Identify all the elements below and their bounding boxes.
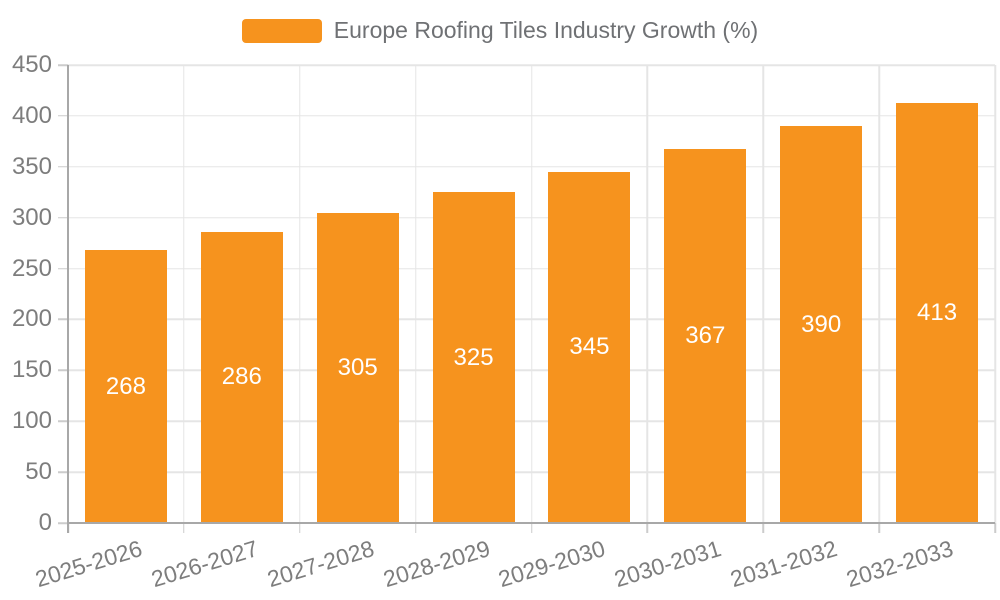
- x-tick: [530, 523, 533, 533]
- bar-value-label: 345: [569, 333, 610, 361]
- x-gridline: [994, 65, 996, 523]
- y-tick: [58, 471, 68, 473]
- y-axis-label: 100: [11, 407, 52, 435]
- legend-swatch-icon: [241, 18, 322, 43]
- y-axis-label: 300: [11, 203, 52, 231]
- y-axis-label: 200: [11, 305, 52, 333]
- x-gridline: [183, 65, 185, 523]
- y-tick: [58, 318, 68, 321]
- bar[interactable]: 286: [200, 231, 283, 523]
- y-axis-label: 0: [38, 509, 52, 536]
- y-axis-label: 450: [11, 51, 52, 78]
- y-tick: [58, 115, 68, 117]
- bar-value-label: 286: [221, 363, 262, 391]
- y-axis-line: [67, 65, 69, 533]
- bar[interactable]: 367: [664, 149, 747, 523]
- x-axis-label: 2028-2029: [379, 535, 493, 593]
- y-tick: [58, 420, 68, 422]
- x-tick: [299, 523, 301, 533]
- bar[interactable]: 305: [316, 212, 399, 523]
- x-axis-label: 2030-2031: [611, 535, 725, 593]
- bar[interactable]: 268: [84, 250, 167, 523]
- x-axis-label: 2025-2026: [32, 535, 145, 593]
- y-tick: [58, 166, 68, 168]
- x-gridline: [299, 65, 301, 523]
- x-gridline: [646, 65, 649, 523]
- y-axis-label: 150: [11, 356, 52, 384]
- bar-value-label: 325: [453, 343, 494, 371]
- x-tick: [414, 523, 417, 533]
- x-tick: [646, 523, 649, 533]
- y-axis-label: 50: [25, 458, 52, 486]
- x-axis-label: 2031-2032: [727, 535, 841, 593]
- x-gridline: [878, 65, 880, 523]
- x-tick: [762, 523, 764, 533]
- x-axis-label: 2032-2033: [843, 535, 957, 593]
- legend-label: Europe Roofing Tiles Industry Growth (%): [333, 17, 759, 43]
- x-gridline: [414, 65, 417, 523]
- y-axis-label: 350: [11, 152, 52, 180]
- x-gridline: [530, 65, 533, 523]
- y-tick: [58, 522, 68, 524]
- x-axis-label: 2029-2030: [495, 535, 609, 593]
- bar[interactable]: 325: [432, 192, 515, 523]
- y-axis-label: 250: [11, 254, 52, 282]
- bar-value-label: 413: [917, 298, 958, 326]
- bar[interactable]: 390: [780, 126, 863, 523]
- y-tick: [58, 64, 68, 66]
- legend-item[interactable]: Europe Roofing Tiles Industry Growth (%): [0, 17, 1000, 44]
- bar-value-label: 305: [337, 353, 378, 381]
- x-gridline: [762, 65, 764, 523]
- y-tick: [58, 216, 68, 219]
- bar[interactable]: 345: [548, 171, 631, 523]
- plot-area: 268 286 305 325 345 367 390 413 0 50 100 150 200 250…: [12, 53, 996, 592]
- y-tick: [58, 369, 68, 372]
- x-axis-label: 2026-2027: [148, 535, 261, 593]
- bar[interactable]: 413: [896, 102, 979, 523]
- y-tick: [58, 267, 68, 270]
- y-axis-label: 400: [11, 101, 52, 129]
- x-tick: [183, 523, 185, 533]
- x-axis-label: 2027-2028: [263, 535, 377, 593]
- bar-value-label: 268: [105, 372, 146, 400]
- bar-value-label: 390: [801, 310, 842, 338]
- bar-value-label: 367: [685, 322, 726, 350]
- x-tick: [994, 523, 996, 533]
- x-tick: [878, 523, 880, 533]
- x-axis-line: [68, 522, 995, 524]
